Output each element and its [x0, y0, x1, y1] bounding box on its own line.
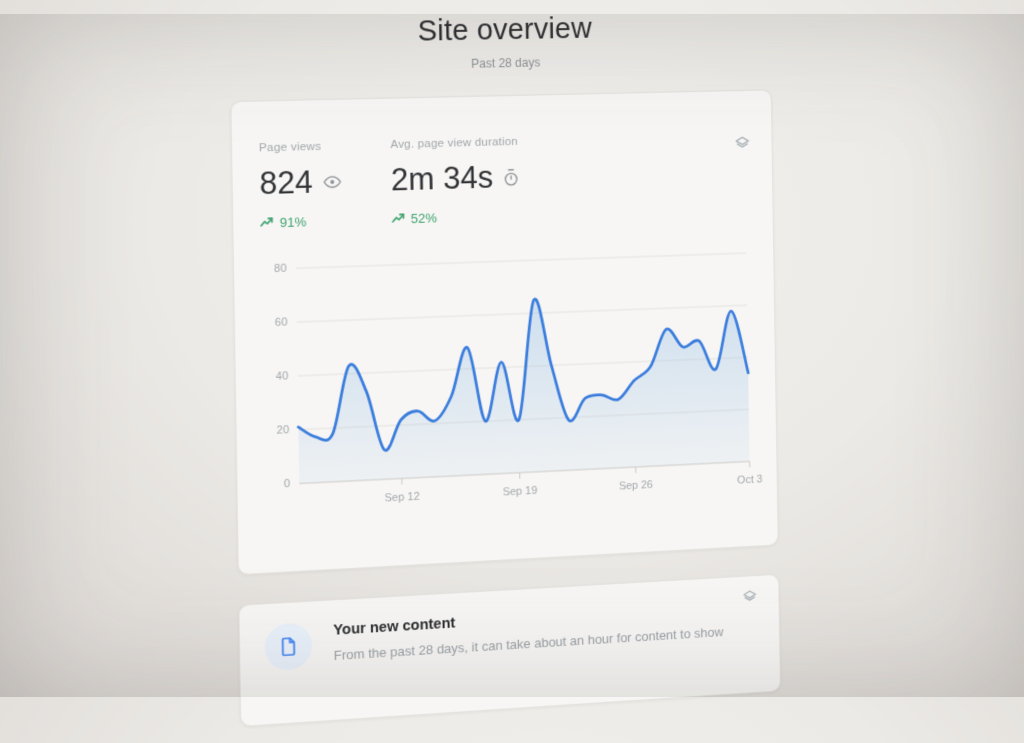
stat-page-views: Page views 824 [259, 140, 343, 231]
svg-text:20: 20 [277, 425, 290, 438]
stopwatch-icon [502, 167, 521, 187]
layers-icon[interactable] [733, 134, 752, 158]
svg-text:0: 0 [284, 479, 290, 491]
eye-icon [322, 172, 343, 193]
new-content-text: Your new content From the past 28 days, … [333, 597, 723, 663]
page-title: Site overview [229, 10, 771, 52]
trend-up-icon [260, 215, 274, 231]
svg-text:Sep 19: Sep 19 [503, 485, 538, 499]
svg-text:80: 80 [274, 263, 287, 275]
stat-avg-duration: Avg. page view duration 2m 34s [390, 136, 521, 227]
new-content-card: Your new content From the past 28 days, … [238, 574, 781, 727]
document-icon-circle [264, 622, 312, 672]
stats-row: Page views 824 [259, 130, 750, 231]
site-overview-card: Page views 824 [230, 89, 778, 575]
page-views-delta: 91% [260, 213, 343, 231]
svg-text:Sep 26: Sep 26 [619, 479, 653, 492]
svg-text:40: 40 [276, 371, 289, 384]
layers-icon[interactable] [741, 588, 759, 612]
stat-label: Avg. page view duration [390, 136, 520, 151]
svg-text:60: 60 [275, 317, 288, 329]
delta-value: 52% [411, 210, 437, 226]
document-icon [277, 634, 300, 660]
avg-duration-value: 2m 34s [391, 160, 494, 199]
svg-text:Sep 12: Sep 12 [384, 491, 419, 505]
date-range-subtitle: Past 28 days [230, 51, 772, 75]
trend-up-icon [391, 211, 404, 227]
stat-label: Page views [259, 140, 342, 154]
svg-text:Oct 3: Oct 3 [737, 474, 762, 487]
site-overview-page: Site overview Past 28 days Page views 82… [229, 10, 781, 727]
page-views-value: 824 [259, 164, 313, 202]
delta-value: 91% [280, 214, 307, 230]
avg-duration-delta: 52% [391, 208, 521, 227]
monitor-screen: Site overview Past 28 days Page views 82… [0, 6, 1013, 731]
